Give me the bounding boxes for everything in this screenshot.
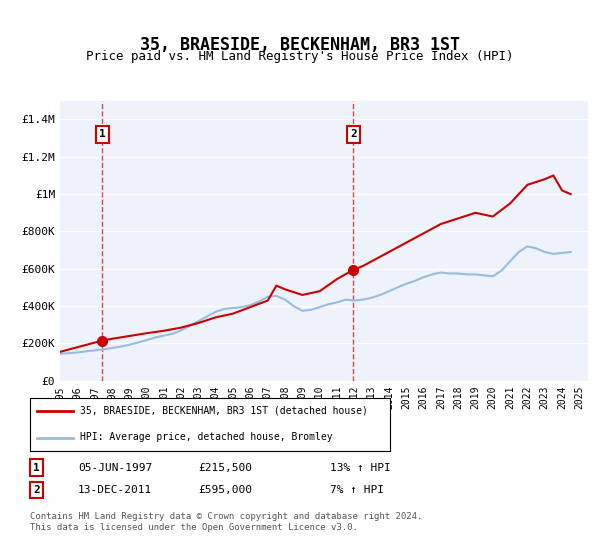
Text: 35, BRAESIDE, BECKENHAM, BR3 1ST: 35, BRAESIDE, BECKENHAM, BR3 1ST [140,36,460,54]
Text: HPI: Average price, detached house, Bromley: HPI: Average price, detached house, Brom… [80,432,333,442]
Text: 2: 2 [350,129,357,139]
Text: Contains HM Land Registry data © Crown copyright and database right 2024.
This d: Contains HM Land Registry data © Crown c… [30,512,422,532]
Text: 35, BRAESIDE, BECKENHAM, BR3 1ST (detached house): 35, BRAESIDE, BECKENHAM, BR3 1ST (detach… [80,406,368,416]
Text: 1: 1 [33,463,40,473]
Text: 05-JUN-1997: 05-JUN-1997 [78,463,152,473]
Text: 1: 1 [99,129,106,139]
Text: 13% ↑ HPI: 13% ↑ HPI [330,463,391,473]
Text: 2: 2 [33,485,40,495]
Text: 7% ↑ HPI: 7% ↑ HPI [330,485,384,495]
Text: Price paid vs. HM Land Registry's House Price Index (HPI): Price paid vs. HM Land Registry's House … [86,50,514,63]
Text: £595,000: £595,000 [198,485,252,495]
Text: 13-DEC-2011: 13-DEC-2011 [78,485,152,495]
Text: £215,500: £215,500 [198,463,252,473]
